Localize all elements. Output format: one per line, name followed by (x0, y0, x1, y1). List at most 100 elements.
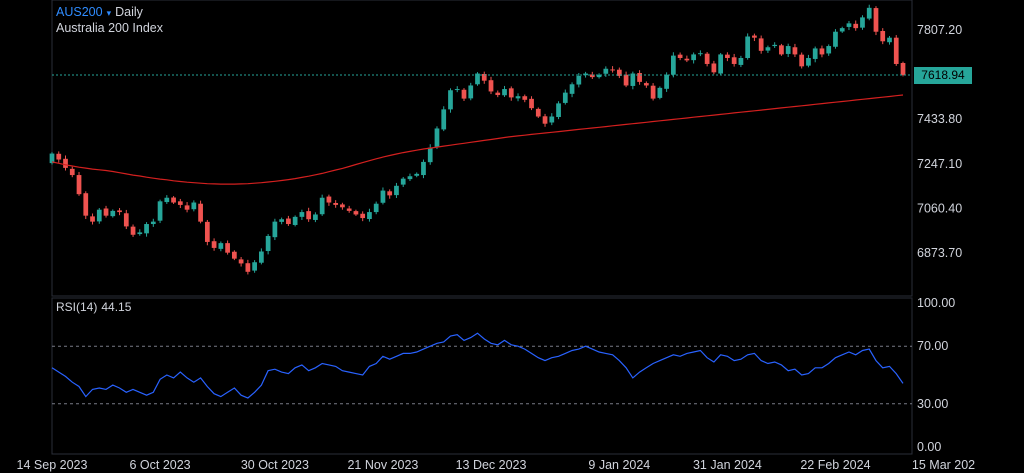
candle-body[interactable] (515, 96, 521, 99)
candle-body[interactable] (637, 73, 642, 82)
candle-body[interactable] (623, 74, 629, 86)
candle-body[interactable] (56, 153, 62, 160)
candle-body[interactable] (704, 53, 710, 64)
candle-body[interactable] (522, 96, 528, 100)
candle-body[interactable] (83, 193, 89, 216)
candle-body[interactable] (529, 98, 534, 109)
candle-body[interactable] (650, 85, 656, 99)
candle-body[interactable] (738, 57, 744, 65)
candle-body[interactable] (245, 263, 251, 272)
candle-body[interactable] (137, 232, 143, 235)
candle-body[interactable] (144, 224, 149, 234)
candle-body[interactable] (326, 196, 332, 203)
candle-body[interactable] (495, 92, 501, 96)
candle-body[interactable] (340, 204, 345, 208)
candle-body[interactable] (400, 178, 406, 185)
symbol-name[interactable]: AUS200 (56, 5, 103, 19)
candle-body[interactable] (117, 210, 122, 213)
candle-body[interactable] (785, 46, 791, 54)
candle-body[interactable] (286, 218, 291, 225)
candle-body[interactable] (880, 31, 886, 42)
candle-body[interactable] (603, 68, 609, 74)
candle-body[interactable] (157, 201, 163, 221)
candle-body[interactable] (360, 213, 366, 219)
candle-body[interactable] (643, 83, 649, 86)
candle-body[interactable] (799, 54, 805, 67)
candle-body[interactable] (96, 209, 102, 222)
candle-body[interactable] (272, 221, 278, 238)
candle-body[interactable] (900, 63, 906, 75)
candle-body[interactable] (691, 54, 696, 61)
candle-body[interactable] (123, 213, 129, 227)
candle-body[interactable] (434, 128, 440, 147)
candle-body[interactable] (346, 208, 352, 211)
candle-body[interactable] (752, 35, 757, 38)
candle-body[interactable] (610, 69, 615, 71)
candle-body[interactable] (367, 212, 372, 220)
candle-body[interactable] (873, 8, 879, 32)
candle-body[interactable] (630, 73, 636, 86)
candle-body[interactable] (204, 221, 210, 242)
candle-body[interactable] (454, 89, 460, 91)
candle-body[interactable] (549, 116, 555, 123)
candle-body[interactable] (211, 241, 217, 248)
candle-body[interactable] (252, 262, 257, 271)
candle-body[interactable] (319, 197, 325, 215)
candle-body[interactable] (177, 201, 183, 205)
candle-body[interactable] (488, 80, 494, 92)
candle-body[interactable] (833, 31, 838, 47)
candle-body[interactable] (860, 17, 865, 28)
candle-body[interactable] (231, 251, 237, 259)
candle-body[interactable] (812, 48, 818, 59)
candle-body[interactable] (380, 190, 386, 203)
candle-body[interactable] (238, 259, 244, 264)
candle-body[interactable] (259, 251, 264, 263)
candle-body[interactable] (657, 87, 663, 98)
candle-body[interactable] (394, 185, 399, 196)
candle-body[interactable] (616, 69, 622, 76)
candle-body[interactable] (448, 90, 453, 110)
candle-body[interactable] (353, 211, 359, 215)
candle-body[interactable] (130, 226, 136, 235)
candle-body[interactable] (441, 109, 447, 130)
candle-body[interactable] (731, 57, 737, 64)
candle-body[interactable] (218, 243, 224, 249)
candle-body[interactable] (225, 243, 230, 253)
timeframe-label[interactable]: Daily (115, 5, 143, 19)
candle-body[interactable] (806, 57, 811, 66)
candle-body[interactable] (468, 85, 474, 99)
candle-body[interactable] (866, 7, 872, 19)
candle-body[interactable] (745, 36, 751, 58)
candle-body[interactable] (265, 235, 271, 252)
candle-body[interactable] (306, 211, 312, 220)
rsi-header[interactable]: RSI(14) 44.15 (56, 300, 135, 314)
candle-body[interactable] (103, 208, 109, 216)
candle-body[interactable] (164, 197, 170, 203)
candle-body[interactable] (407, 176, 413, 180)
candle-body[interactable] (779, 45, 784, 55)
candle-body[interactable] (772, 44, 778, 47)
candle-body[interactable] (792, 47, 798, 55)
candle-body[interactable] (826, 46, 832, 54)
candle-body[interactable] (427, 147, 433, 163)
candle-body[interactable] (589, 74, 595, 78)
symbol-header[interactable]: AUS200 ▾ Daily (56, 5, 143, 21)
candle-body[interactable] (846, 23, 852, 27)
candle-body[interactable] (508, 88, 514, 98)
candle-body[interactable] (684, 58, 690, 61)
candle-body[interactable] (421, 161, 426, 176)
candle-body[interactable] (718, 54, 724, 74)
candle-body[interactable] (556, 103, 561, 118)
candle-body[interactable] (461, 89, 467, 99)
candle-body[interactable] (887, 37, 892, 43)
candle-body[interactable] (671, 55, 676, 75)
candle-body[interactable] (49, 153, 55, 164)
candle-body[interactable] (596, 74, 602, 78)
candle-body[interactable] (171, 197, 176, 203)
candle-body[interactable] (198, 203, 203, 222)
candle-body[interactable] (387, 191, 393, 196)
candle-body[interactable] (292, 216, 298, 225)
candle-body[interactable] (76, 175, 82, 195)
candle-body[interactable] (299, 212, 305, 217)
